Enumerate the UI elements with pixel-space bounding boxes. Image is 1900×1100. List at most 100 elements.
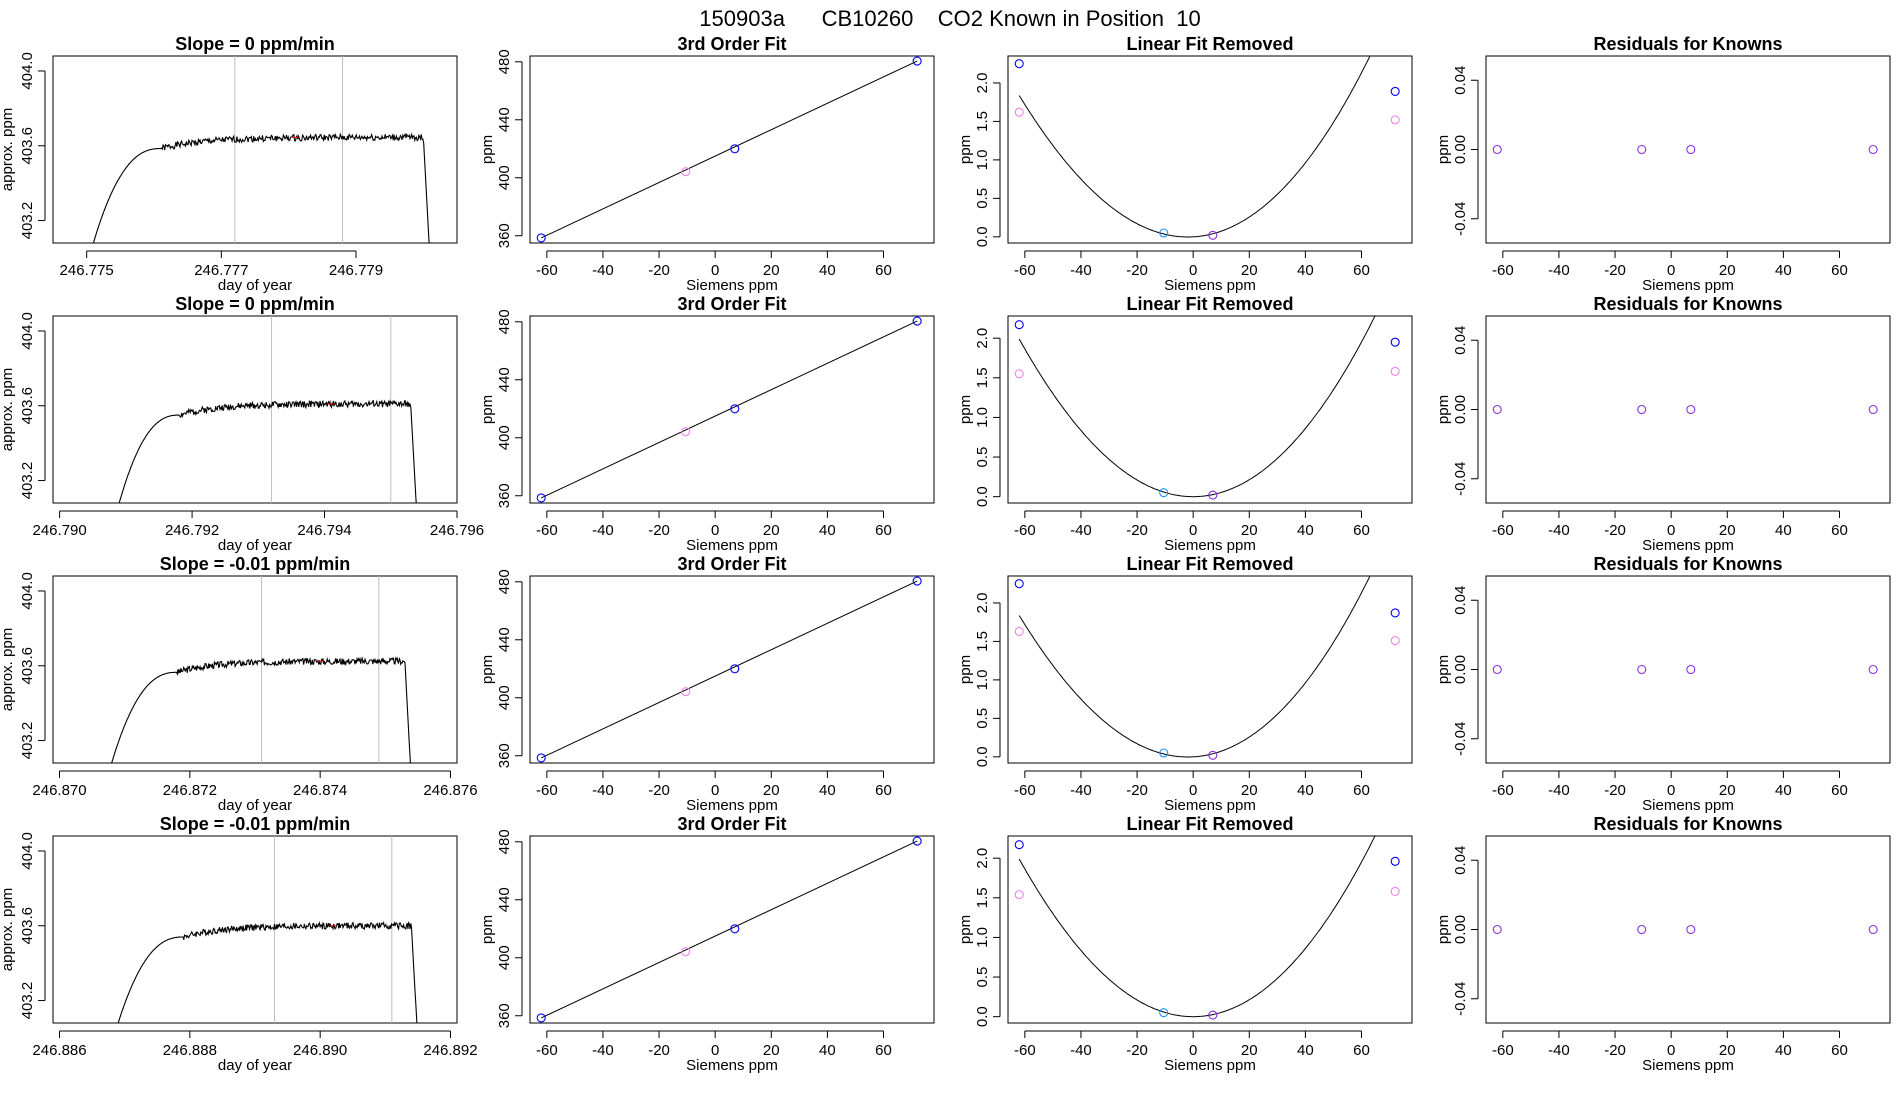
x-tick-label: -20 bbox=[1604, 262, 1626, 279]
plot-area bbox=[541, 840, 918, 1019]
data-point bbox=[1014, 107, 1024, 117]
panel-title: Residuals for Knowns bbox=[1593, 294, 1782, 314]
panel-residuals-3: Residuals for Knowns -60 -40 -20 0 20 40 60 Siem… bbox=[1435, 554, 1891, 814]
x-tick-label: 246.886 bbox=[32, 1042, 86, 1059]
y-tick-label: 440 bbox=[496, 107, 513, 132]
x-axis-label: day of year bbox=[218, 797, 292, 814]
plot-frame bbox=[52, 315, 458, 504]
data-point bbox=[536, 493, 546, 503]
x-tick-label: 0 bbox=[1667, 1042, 1675, 1059]
data-point bbox=[1492, 404, 1502, 415]
panel-fit-2: 3rd Order Fit -60 -40 -20 0 20 40 60 Siemens ppm… bbox=[479, 294, 935, 554]
data-point bbox=[1159, 228, 1169, 238]
panel-fit-1: 3rd Order Fit -60 -40 -20 0 20 40 60 Siemens ppm… bbox=[479, 34, 935, 294]
data-point bbox=[1390, 337, 1400, 347]
y-axis-label: ppm bbox=[957, 395, 974, 424]
x-tick-label: 40 bbox=[819, 1042, 836, 1059]
x-tick-label: 20 bbox=[1241, 522, 1258, 539]
concentration-trace bbox=[92, 132, 430, 243]
data-point bbox=[1868, 664, 1878, 675]
data-point bbox=[536, 753, 546, 763]
plot-area bbox=[1018, 56, 1371, 238]
data-point bbox=[730, 144, 740, 154]
panel-title: Linear Fit Removed bbox=[1126, 814, 1293, 834]
plot-area bbox=[541, 60, 918, 239]
plot-frame bbox=[52, 835, 458, 1024]
x-tick-label: 40 bbox=[1297, 782, 1314, 799]
panel-title: 3rd Order Fit bbox=[677, 34, 786, 54]
x-tick-label: 60 bbox=[1831, 782, 1848, 799]
x-tick-label: 60 bbox=[875, 1042, 892, 1059]
x-tick-label: 20 bbox=[1719, 1042, 1736, 1059]
y-axis-label: ppm bbox=[479, 915, 496, 944]
panel-title: Slope = -0.01 ppm/min bbox=[160, 554, 351, 574]
x-tick-label: 20 bbox=[763, 1042, 780, 1059]
x-tick-label: 246.874 bbox=[293, 782, 347, 799]
y-axis-label: ppm bbox=[1435, 135, 1452, 164]
data-point bbox=[1492, 144, 1502, 155]
x-tick-label: -20 bbox=[1126, 782, 1148, 799]
x-tick-label: 0 bbox=[711, 1042, 719, 1059]
y-axis-label: ppm bbox=[1435, 395, 1452, 424]
x-tick-label: -60 bbox=[1014, 522, 1036, 539]
y-tick-label: 400 bbox=[496, 425, 513, 450]
x-tick-label: -40 bbox=[1070, 262, 1092, 279]
y-tick-label: 0.04 bbox=[1452, 326, 1469, 355]
fit-curve bbox=[1018, 836, 1376, 1018]
y-axis-label: ppm bbox=[957, 135, 974, 164]
x-axis-label: day of year bbox=[218, 277, 292, 294]
data-point bbox=[1208, 1010, 1218, 1020]
data-point bbox=[681, 167, 691, 177]
data-point bbox=[1014, 840, 1024, 850]
x-tick-label: -60 bbox=[536, 262, 558, 279]
x-tick-label: 40 bbox=[1297, 1042, 1314, 1059]
x-tick-label: -40 bbox=[1070, 782, 1092, 799]
data-point bbox=[1014, 890, 1024, 900]
data-point bbox=[1390, 886, 1400, 897]
x-tick-label: 60 bbox=[875, 782, 892, 799]
panel-residuals-4: Residuals for Knowns -60 -40 -20 0 20 40 60 Siem… bbox=[1435, 814, 1891, 1074]
x-tick-label: 0 bbox=[711, 262, 719, 279]
y-tick-label: 403.2 bbox=[19, 202, 36, 240]
y-tick-label: 1.0 bbox=[974, 927, 991, 948]
x-tick-label: -20 bbox=[648, 522, 670, 539]
panel-fit-4: 3rd Order Fit -60 -40 -20 0 20 40 60 Siemens ppm… bbox=[479, 814, 935, 1074]
data-point bbox=[1159, 748, 1169, 758]
x-tick-label: 40 bbox=[819, 782, 836, 799]
x-tick-label: 0 bbox=[711, 782, 719, 799]
y-tick-label: 0.00 bbox=[1452, 915, 1469, 944]
fit-line bbox=[541, 580, 918, 759]
data-point bbox=[1208, 230, 1218, 240]
plot-frame bbox=[1485, 835, 1891, 1024]
x-tick-label: -20 bbox=[648, 262, 670, 279]
y-tick-label: 2.0 bbox=[974, 593, 991, 614]
y-tick-label: 400 bbox=[496, 685, 513, 710]
x-tick-label: -40 bbox=[1070, 1042, 1092, 1059]
x-tick-label: 20 bbox=[1719, 782, 1736, 799]
y-axis-label: approx. ppm bbox=[0, 108, 16, 191]
y-tick-label: 1.5 bbox=[974, 631, 991, 652]
y-tick-label: 480 bbox=[496, 829, 513, 854]
y-tick-label: 0.5 bbox=[974, 188, 991, 209]
x-tick-label: 0 bbox=[711, 522, 719, 539]
x-tick-label: 60 bbox=[1353, 262, 1370, 279]
data-point bbox=[1686, 144, 1696, 155]
x-tick-label: 0 bbox=[1189, 522, 1197, 539]
x-tick-label: -20 bbox=[1126, 1042, 1148, 1059]
data-point bbox=[1868, 924, 1878, 935]
data-point bbox=[1868, 144, 1878, 155]
panel-title: Slope = 0 ppm/min bbox=[175, 34, 335, 54]
data-point bbox=[681, 427, 691, 437]
plot-frame bbox=[1485, 55, 1891, 244]
y-tick-label: 404.0 bbox=[19, 832, 36, 870]
x-axis-label: Siemens ppm bbox=[1642, 277, 1734, 294]
y-tick-label: -0.04 bbox=[1452, 982, 1469, 1016]
x-tick-label: 246.872 bbox=[163, 782, 217, 799]
x-tick-label: 20 bbox=[763, 522, 780, 539]
y-tick-label: 403.6 bbox=[19, 907, 36, 945]
x-tick-label: -60 bbox=[536, 1042, 558, 1059]
panel-title: Residuals for Knowns bbox=[1593, 554, 1782, 574]
data-point bbox=[1159, 488, 1169, 498]
data-point bbox=[1637, 144, 1647, 155]
data-point bbox=[1159, 1008, 1169, 1018]
